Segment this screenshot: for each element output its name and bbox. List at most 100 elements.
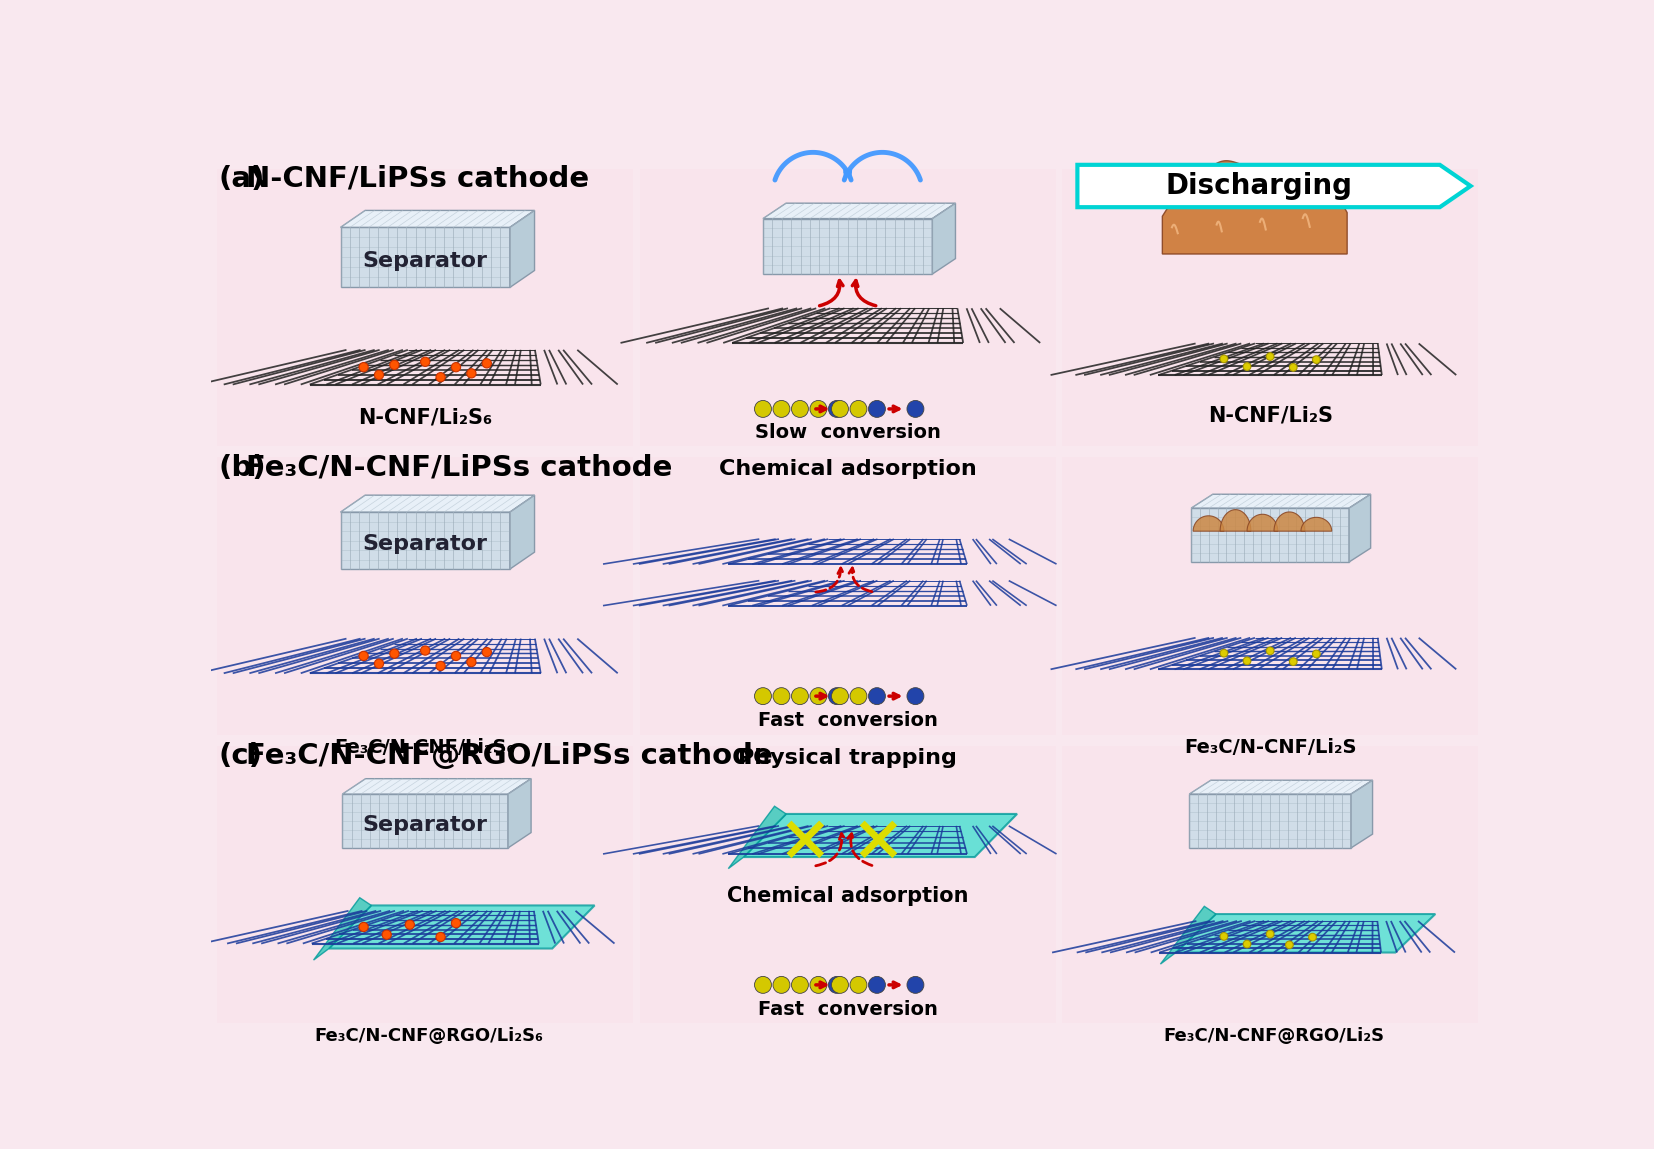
Circle shape <box>754 977 771 994</box>
Circle shape <box>1313 356 1320 363</box>
Text: (b): (b) <box>218 454 266 481</box>
Polygon shape <box>1302 517 1331 531</box>
Bar <box>762 218 933 273</box>
Circle shape <box>1221 933 1227 940</box>
Circle shape <box>1285 941 1293 949</box>
Polygon shape <box>1247 515 1279 531</box>
Circle shape <box>810 401 827 417</box>
Circle shape <box>832 977 849 994</box>
Bar <box>1062 457 1479 734</box>
Circle shape <box>359 651 369 661</box>
Polygon shape <box>744 813 1017 857</box>
Circle shape <box>772 977 791 994</box>
Bar <box>1189 794 1351 848</box>
Bar <box>640 169 1055 446</box>
Text: Chemical adsorption: Chemical adsorption <box>719 458 976 479</box>
Text: N-CNF/Li₂S₆: N-CNF/Li₂S₆ <box>359 407 493 427</box>
Polygon shape <box>1189 780 1373 794</box>
Circle shape <box>810 977 827 994</box>
Circle shape <box>374 660 384 669</box>
Text: Separator: Separator <box>362 815 488 835</box>
Circle shape <box>1221 355 1227 363</box>
Circle shape <box>906 401 925 417</box>
Circle shape <box>832 401 849 417</box>
Circle shape <box>466 657 476 666</box>
Circle shape <box>483 358 491 368</box>
Circle shape <box>1290 657 1297 665</box>
Polygon shape <box>329 905 594 949</box>
Polygon shape <box>1274 512 1305 531</box>
Circle shape <box>390 361 399 370</box>
Polygon shape <box>1221 510 1250 531</box>
Polygon shape <box>762 203 956 218</box>
Circle shape <box>1244 940 1250 948</box>
Text: Fe₃C/N-CNF@RGO/Li₂S₆: Fe₃C/N-CNF@RGO/Li₂S₆ <box>314 1027 544 1046</box>
Text: Chemical adsorption: Chemical adsorption <box>726 886 969 905</box>
Circle shape <box>792 687 809 704</box>
Circle shape <box>1267 931 1274 938</box>
Circle shape <box>1221 649 1227 657</box>
Polygon shape <box>509 210 534 287</box>
Text: Separator: Separator <box>362 252 488 271</box>
Circle shape <box>1244 363 1250 370</box>
Circle shape <box>420 357 430 367</box>
Circle shape <box>359 363 369 372</box>
Circle shape <box>906 977 925 994</box>
Circle shape <box>359 923 369 932</box>
Circle shape <box>1290 363 1297 371</box>
Text: Physical trapping: Physical trapping <box>738 748 958 768</box>
Bar <box>1062 746 1479 1024</box>
Polygon shape <box>1176 915 1436 953</box>
Text: Discharging: Discharging <box>1164 172 1351 200</box>
Text: (a): (a) <box>218 164 265 193</box>
Polygon shape <box>1350 494 1371 562</box>
Circle shape <box>754 401 771 417</box>
Polygon shape <box>1351 780 1373 848</box>
Polygon shape <box>1161 907 1216 964</box>
Text: Separator: Separator <box>362 534 488 555</box>
Bar <box>1062 169 1479 446</box>
Circle shape <box>829 977 845 994</box>
Circle shape <box>868 687 885 704</box>
Polygon shape <box>933 203 956 273</box>
Text: N-CNF/Li₂S: N-CNF/Li₂S <box>1207 406 1333 425</box>
Circle shape <box>452 918 460 927</box>
Polygon shape <box>1193 516 1224 531</box>
Circle shape <box>483 648 491 657</box>
Circle shape <box>452 651 460 661</box>
Text: Fe₃C/N-CNF/LiPSs cathode: Fe₃C/N-CNF/LiPSs cathode <box>246 454 673 481</box>
Circle shape <box>1267 647 1274 655</box>
Circle shape <box>420 646 430 655</box>
Bar <box>217 457 633 734</box>
Text: Fe₃C/N-CNF@RGO/Li₂S: Fe₃C/N-CNF@RGO/Li₂S <box>1163 1027 1384 1046</box>
Circle shape <box>792 977 809 994</box>
Circle shape <box>868 977 885 994</box>
Bar <box>217 169 633 446</box>
Polygon shape <box>509 495 534 569</box>
Circle shape <box>466 369 476 378</box>
Text: Slow  conversion: Slow conversion <box>754 423 941 441</box>
Circle shape <box>792 401 809 417</box>
Circle shape <box>1267 353 1274 361</box>
Bar <box>341 228 509 287</box>
Text: N-CNF/LiPSs cathode: N-CNF/LiPSs cathode <box>246 164 589 193</box>
Circle shape <box>850 977 867 994</box>
Polygon shape <box>314 897 370 961</box>
Circle shape <box>829 401 845 417</box>
Circle shape <box>772 401 791 417</box>
Text: Fe₃C/N-CNF/Li₂S₆: Fe₃C/N-CNF/Li₂S₆ <box>334 739 516 757</box>
Circle shape <box>1313 650 1320 657</box>
Circle shape <box>810 687 827 704</box>
Text: Fe₃C/N-CNF@RGO/LiPSs cathode: Fe₃C/N-CNF@RGO/LiPSs cathode <box>246 742 772 770</box>
Circle shape <box>906 687 925 704</box>
Circle shape <box>832 687 849 704</box>
Polygon shape <box>341 210 534 228</box>
Circle shape <box>1244 657 1250 665</box>
Polygon shape <box>728 807 786 869</box>
Bar <box>341 512 509 569</box>
Circle shape <box>437 662 445 671</box>
Polygon shape <box>508 779 531 848</box>
Circle shape <box>1308 933 1317 941</box>
Bar <box>1191 508 1350 562</box>
Circle shape <box>829 687 845 704</box>
